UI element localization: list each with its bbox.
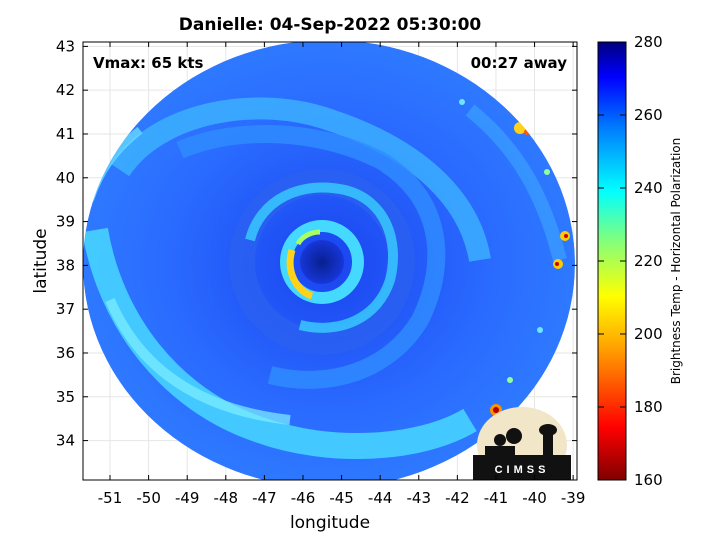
x-tick-label: -43 [407, 489, 432, 507]
eyewall-convection [286, 248, 314, 300]
x-tick-label: -48 [214, 489, 239, 507]
x-tick-label: -42 [445, 489, 470, 507]
colorbar-tick-label: 160 [634, 471, 663, 489]
x-axis-label: longitude [290, 513, 370, 533]
spiral-band [83, 227, 477, 459]
y-tick-label: 36 [56, 344, 75, 362]
y-tick-label: 39 [56, 213, 75, 231]
spiral-band [105, 298, 291, 425]
y-tick-label: 40 [56, 169, 75, 187]
spiral-band [110, 97, 491, 263]
y-tick-label: 38 [56, 256, 75, 274]
colorbar-tick-label: 180 [634, 398, 663, 416]
y-axis-label: latitude [31, 228, 51, 293]
x-axis: -51 -50 -49 -48 -47 -46 -45 -44 -43 -42 -41 -40 -39 [98, 42, 586, 507]
colorbar-tick-label: 260 [634, 106, 663, 124]
x-tick-label: -41 [484, 489, 509, 507]
y-tick-label: 41 [56, 125, 75, 143]
x-tick-label: -39 [561, 489, 586, 507]
x-tick-label: -44 [368, 489, 393, 507]
time-away-label: 00:27 away [471, 54, 568, 72]
x-tick-label: -50 [136, 489, 161, 507]
x-tick-label: -46 [291, 489, 316, 507]
storm-eye [300, 240, 344, 284]
spiral-band [465, 104, 567, 262]
chart-title: Danielle: 04-Sep-2022 05:30:00 [179, 15, 482, 35]
colorbar-tick-label: 200 [634, 325, 663, 343]
x-tick-label: -49 [175, 489, 200, 507]
colorbar-tick-label: 220 [634, 252, 663, 270]
y-tick-label: 35 [56, 388, 75, 406]
y-tick-label: 34 [56, 432, 75, 450]
microwave-swath: CIMSS [83, 42, 575, 480]
spiral-band [176, 125, 446, 389]
vmax-label: Vmax: 65 kts [93, 54, 203, 72]
axes-box [82, 41, 578, 481]
colorbar-tick-label: 280 [634, 33, 663, 51]
y-tick-label: 43 [56, 37, 75, 55]
x-tick-label: -45 [329, 489, 354, 507]
y-tick-label: 42 [56, 81, 75, 99]
colorbar-label: Brightness Temp - Horizontal Polarizatio… [669, 138, 683, 385]
logo-text: CIMSS [495, 464, 550, 476]
x-tick-label: -40 [522, 489, 547, 507]
colorbar-tick-label: 240 [634, 179, 663, 197]
y-tick-label: 37 [56, 300, 75, 318]
x-tick-label: -47 [252, 489, 277, 507]
x-tick-label: -51 [98, 489, 123, 507]
spiral-band [245, 182, 398, 333]
eyewall [280, 220, 364, 304]
cimss-logo: CIMSS [473, 407, 571, 480]
colorbar-ticks: 280 260 240 220 200 180 160 [598, 33, 663, 489]
y-axis: 34 35 36 37 38 39 40 41 42 43 [56, 37, 577, 450]
